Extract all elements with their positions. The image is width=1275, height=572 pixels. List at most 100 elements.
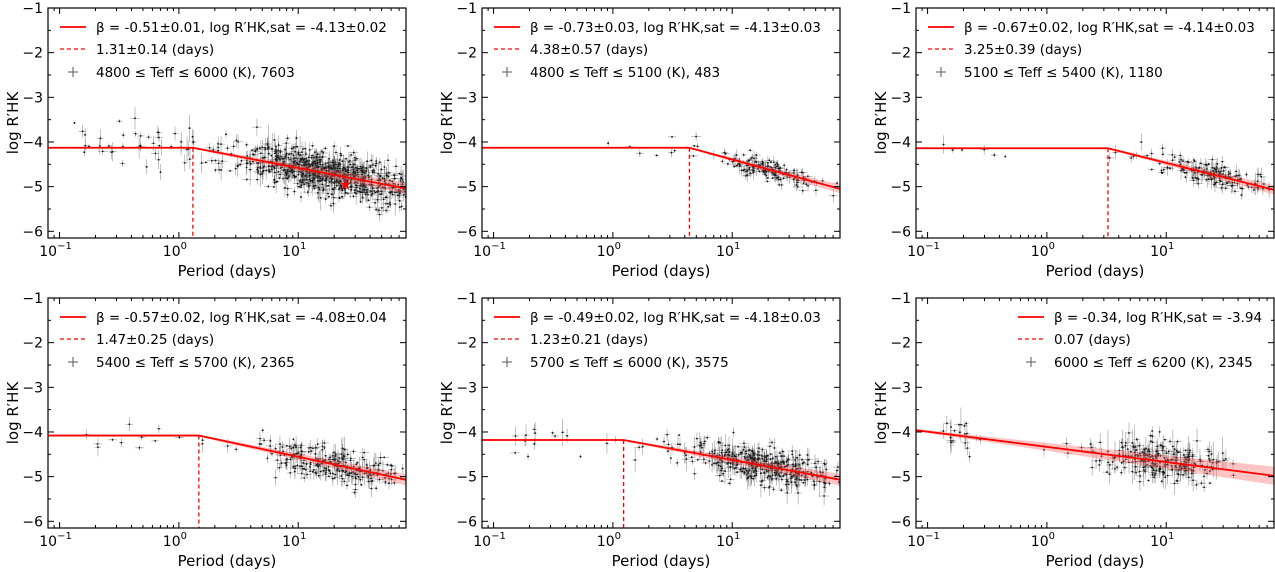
point <box>383 166 386 168</box>
point <box>235 139 238 142</box>
point <box>324 198 327 200</box>
data-point <box>691 144 698 148</box>
point <box>783 164 786 167</box>
data-point <box>1004 154 1007 159</box>
point <box>322 152 325 154</box>
point <box>368 176 370 178</box>
point <box>350 154 352 156</box>
point <box>134 132 137 135</box>
point <box>338 162 340 164</box>
point <box>670 151 673 154</box>
data-point <box>375 207 384 222</box>
point <box>780 184 783 186</box>
point <box>292 146 295 149</box>
point <box>331 167 333 170</box>
point <box>355 157 358 160</box>
point <box>333 145 336 148</box>
point <box>402 194 405 196</box>
point <box>245 143 248 146</box>
point <box>286 137 289 140</box>
point <box>386 202 389 205</box>
point <box>775 176 778 179</box>
point <box>749 172 752 175</box>
point <box>159 171 162 174</box>
point <box>317 179 320 182</box>
point <box>313 151 316 154</box>
point <box>294 150 297 153</box>
point <box>1004 155 1007 158</box>
data-point <box>233 134 244 150</box>
point <box>324 166 327 169</box>
data-point <box>187 114 192 142</box>
point <box>1207 163 1210 165</box>
point <box>302 148 304 150</box>
data-point <box>1230 188 1240 195</box>
point <box>739 164 741 166</box>
point <box>320 158 322 161</box>
point <box>239 163 242 166</box>
point <box>319 177 322 180</box>
point <box>335 180 338 182</box>
point <box>1241 187 1244 190</box>
point <box>993 154 996 156</box>
data-point <box>145 159 149 175</box>
point <box>139 135 142 137</box>
data-point <box>720 158 725 165</box>
point <box>267 170 270 172</box>
point <box>300 196 302 198</box>
point <box>370 159 373 162</box>
data-points <box>606 132 840 203</box>
point <box>263 156 266 159</box>
data-point <box>764 180 771 183</box>
legend-knee-label: 1.31±0.14 (days) <box>96 42 214 58</box>
point <box>723 151 726 154</box>
point <box>147 136 150 139</box>
point <box>229 169 232 172</box>
data-point <box>769 160 773 164</box>
point <box>378 161 381 164</box>
point <box>262 169 265 172</box>
y-tick-label: −3 <box>456 90 477 106</box>
data-point <box>252 146 262 154</box>
data-point <box>365 203 374 211</box>
point <box>267 146 270 148</box>
point <box>325 177 327 180</box>
point <box>313 160 316 163</box>
point <box>961 148 963 151</box>
point <box>755 154 758 156</box>
point <box>298 185 300 188</box>
point <box>259 173 262 176</box>
data-point <box>258 162 263 187</box>
point <box>394 203 397 205</box>
point <box>335 151 337 154</box>
point <box>776 165 778 168</box>
point <box>267 185 270 188</box>
data-point <box>672 149 677 153</box>
point <box>108 145 110 147</box>
data-point <box>318 149 329 157</box>
point <box>377 172 380 175</box>
data-point <box>381 207 391 214</box>
data-point <box>310 141 315 150</box>
data-point <box>1167 153 1178 157</box>
point <box>327 184 330 187</box>
point <box>355 192 358 195</box>
point <box>284 155 287 158</box>
data-point <box>383 160 386 174</box>
point <box>766 180 769 183</box>
point <box>273 178 276 181</box>
point <box>204 161 207 164</box>
point <box>293 190 296 193</box>
data-point <box>263 184 273 189</box>
point <box>370 194 373 196</box>
point <box>345 157 347 160</box>
point <box>380 168 383 171</box>
point <box>152 142 155 145</box>
point <box>341 160 344 163</box>
point <box>214 169 217 171</box>
point <box>183 161 186 164</box>
y-tick-label: −6 <box>456 224 477 240</box>
point <box>237 164 240 167</box>
x-axis-label: Period (days) <box>612 262 711 280</box>
